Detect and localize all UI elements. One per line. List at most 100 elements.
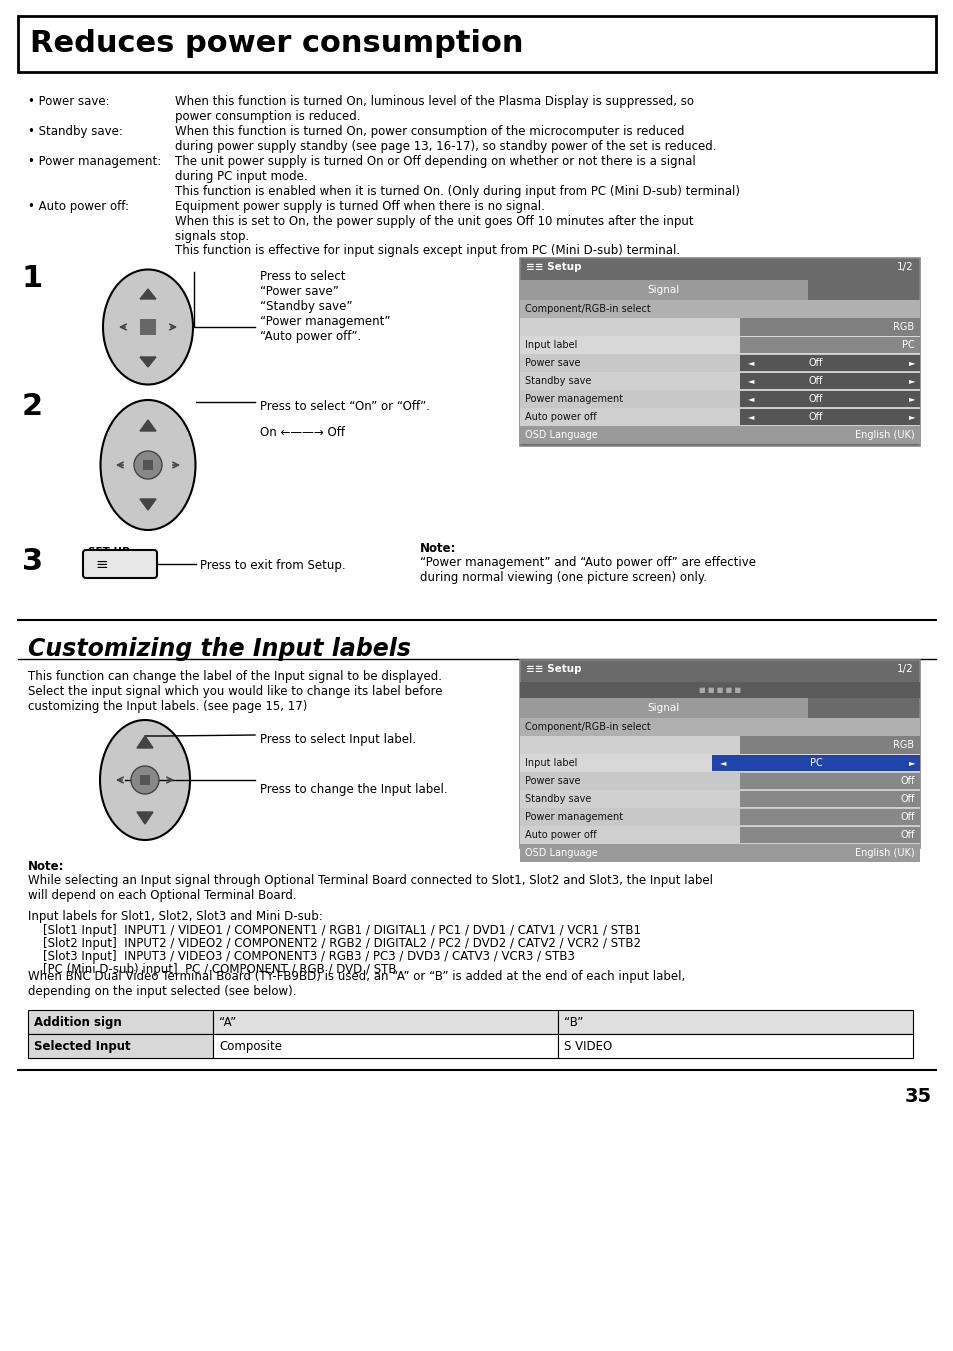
Text: Customizing the Input labels: Customizing the Input labels bbox=[28, 638, 411, 661]
Bar bbox=[143, 459, 152, 470]
Bar bbox=[740, 790, 919, 807]
Bar bbox=[28, 1011, 213, 1034]
Text: OSD Language: OSD Language bbox=[524, 430, 598, 440]
Bar bbox=[140, 319, 156, 335]
Text: Component/RGB-in select: Component/RGB-in select bbox=[524, 304, 650, 313]
Text: Off: Off bbox=[900, 775, 914, 786]
Text: Input label: Input label bbox=[524, 340, 577, 350]
Text: “Power management” and “Auto power off” are effective
during normal viewing (one: “Power management” and “Auto power off” … bbox=[419, 557, 755, 584]
Bar bbox=[213, 1011, 558, 1034]
Bar bbox=[740, 773, 919, 789]
Text: “B”: “B” bbox=[563, 1016, 583, 1029]
Bar bbox=[519, 336, 919, 354]
Text: Note:: Note: bbox=[419, 542, 456, 555]
Text: ►: ► bbox=[907, 376, 914, 385]
Text: ►: ► bbox=[907, 394, 914, 403]
Bar bbox=[519, 844, 919, 862]
Text: Selected Input: Selected Input bbox=[34, 1040, 131, 1052]
Text: This function is effective for input signals except input from PC (Mini D-sub) t: This function is effective for input sig… bbox=[174, 245, 679, 257]
Bar bbox=[558, 1034, 912, 1058]
Text: ►: ► bbox=[907, 758, 914, 767]
Text: ≡≡ Setup: ≡≡ Setup bbox=[525, 663, 581, 674]
Text: ◄: ◄ bbox=[747, 358, 754, 367]
Bar bbox=[740, 317, 919, 336]
Text: ■ ■ ■ ■ ■: ■ ■ ■ ■ ■ bbox=[699, 688, 740, 693]
Bar bbox=[519, 426, 919, 444]
Text: OSD Language: OSD Language bbox=[524, 848, 598, 858]
Text: When this function is turned On, luminous level of the Plasma Display is suppres: When this function is turned On, luminou… bbox=[174, 95, 693, 123]
Text: Standby save: Standby save bbox=[524, 794, 591, 804]
Text: ◄: ◄ bbox=[747, 412, 754, 422]
Bar bbox=[519, 354, 919, 372]
Circle shape bbox=[133, 451, 162, 480]
Bar bbox=[519, 717, 919, 736]
Text: ◄: ◄ bbox=[720, 758, 726, 767]
Text: Press to select
“Power save”
“Standby save”
“Power management”
“Auto power off”.: Press to select “Power save” “Standby sa… bbox=[260, 270, 390, 343]
Bar bbox=[519, 280, 807, 300]
Bar bbox=[519, 258, 919, 446]
Text: PC: PC bbox=[809, 758, 821, 767]
Bar bbox=[213, 1034, 558, 1058]
Bar bbox=[519, 790, 919, 808]
Bar bbox=[519, 661, 919, 848]
Text: Off: Off bbox=[808, 376, 822, 386]
Bar bbox=[519, 372, 919, 390]
Text: ◄: ◄ bbox=[747, 394, 754, 403]
Text: 2: 2 bbox=[22, 392, 43, 422]
Text: Addition sign: Addition sign bbox=[34, 1016, 122, 1029]
Text: Off: Off bbox=[900, 830, 914, 840]
Text: SET UP: SET UP bbox=[88, 547, 130, 557]
Bar bbox=[740, 390, 919, 407]
Text: ►: ► bbox=[907, 358, 914, 367]
Text: The unit power supply is turned On or Off depending on whether or not there is a: The unit power supply is turned On or Of… bbox=[174, 155, 695, 182]
Text: Reduces power consumption: Reduces power consumption bbox=[30, 30, 523, 58]
Polygon shape bbox=[137, 812, 152, 824]
Text: While selecting an Input signal through Optional Terminal Board connected to Slo: While selecting an Input signal through … bbox=[28, 874, 712, 902]
Text: When this is set to On, the power supply of the unit goes Off 10 minutes after t: When this is set to On, the power supply… bbox=[174, 215, 693, 243]
Text: 1/2: 1/2 bbox=[897, 663, 913, 674]
Bar bbox=[740, 736, 919, 754]
Text: ≡≡ Setup: ≡≡ Setup bbox=[525, 262, 581, 272]
Circle shape bbox=[131, 766, 159, 794]
Text: • Power management:: • Power management: bbox=[28, 155, 161, 168]
Text: Off: Off bbox=[808, 358, 822, 367]
Text: Press to select Input label.: Press to select Input label. bbox=[260, 734, 416, 746]
Bar bbox=[519, 408, 919, 426]
Polygon shape bbox=[140, 420, 156, 431]
Text: English (UK): English (UK) bbox=[855, 848, 914, 858]
FancyBboxPatch shape bbox=[83, 550, 157, 578]
Bar bbox=[28, 1034, 213, 1058]
Text: RGB: RGB bbox=[892, 740, 913, 750]
Text: [Slot1 Input]  INPUT1 / VIDEO1 / COMPONENT1 / RGB1 / DIGITAL1 / PC1 / DVD1 / CAT: [Slot1 Input] INPUT1 / VIDEO1 / COMPONEN… bbox=[28, 924, 640, 938]
Bar bbox=[519, 736, 740, 754]
Text: Off: Off bbox=[808, 394, 822, 404]
Bar bbox=[519, 771, 919, 790]
Bar bbox=[740, 336, 919, 353]
Text: Note:: Note: bbox=[28, 861, 65, 873]
Bar bbox=[519, 317, 740, 336]
Text: 3: 3 bbox=[22, 547, 43, 576]
Text: English (UK): English (UK) bbox=[855, 430, 914, 440]
Text: [Slot2 Input]  INPUT2 / VIDEO2 / COMPONENT2 / RGB2 / DIGITAL2 / PC2 / DVD2 / CAT: [Slot2 Input] INPUT2 / VIDEO2 / COMPONEN… bbox=[28, 938, 640, 950]
Text: Power save: Power save bbox=[524, 775, 579, 786]
Bar bbox=[740, 827, 919, 843]
Text: S VIDEO: S VIDEO bbox=[563, 1040, 612, 1052]
Text: • Auto power off:: • Auto power off: bbox=[28, 200, 129, 213]
Text: This function is enabled when it is turned On. (Only during input from PC (Mini : This function is enabled when it is turn… bbox=[174, 185, 740, 199]
Text: Auto power off: Auto power off bbox=[524, 412, 596, 422]
Bar bbox=[740, 355, 919, 372]
Text: Auto power off: Auto power off bbox=[524, 830, 596, 840]
Text: 1: 1 bbox=[22, 263, 43, 293]
Text: PC: PC bbox=[902, 340, 914, 350]
Text: When this function is turned On, power consumption of the microcomputer is reduc: When this function is turned On, power c… bbox=[174, 126, 716, 153]
Polygon shape bbox=[137, 736, 152, 748]
Text: Off: Off bbox=[900, 812, 914, 821]
Text: [PC (Mini D-sub) input]  PC / COMPONENT / RGB / DVD / STB: [PC (Mini D-sub) input] PC / COMPONENT /… bbox=[28, 963, 396, 975]
Text: Power management: Power management bbox=[524, 394, 622, 404]
Text: Component/RGB-in select: Component/RGB-in select bbox=[524, 721, 650, 732]
Bar bbox=[740, 809, 919, 825]
Text: Power management: Power management bbox=[524, 812, 622, 821]
Text: ≡: ≡ bbox=[95, 557, 108, 571]
Text: ►: ► bbox=[907, 412, 914, 422]
Bar bbox=[519, 682, 919, 698]
